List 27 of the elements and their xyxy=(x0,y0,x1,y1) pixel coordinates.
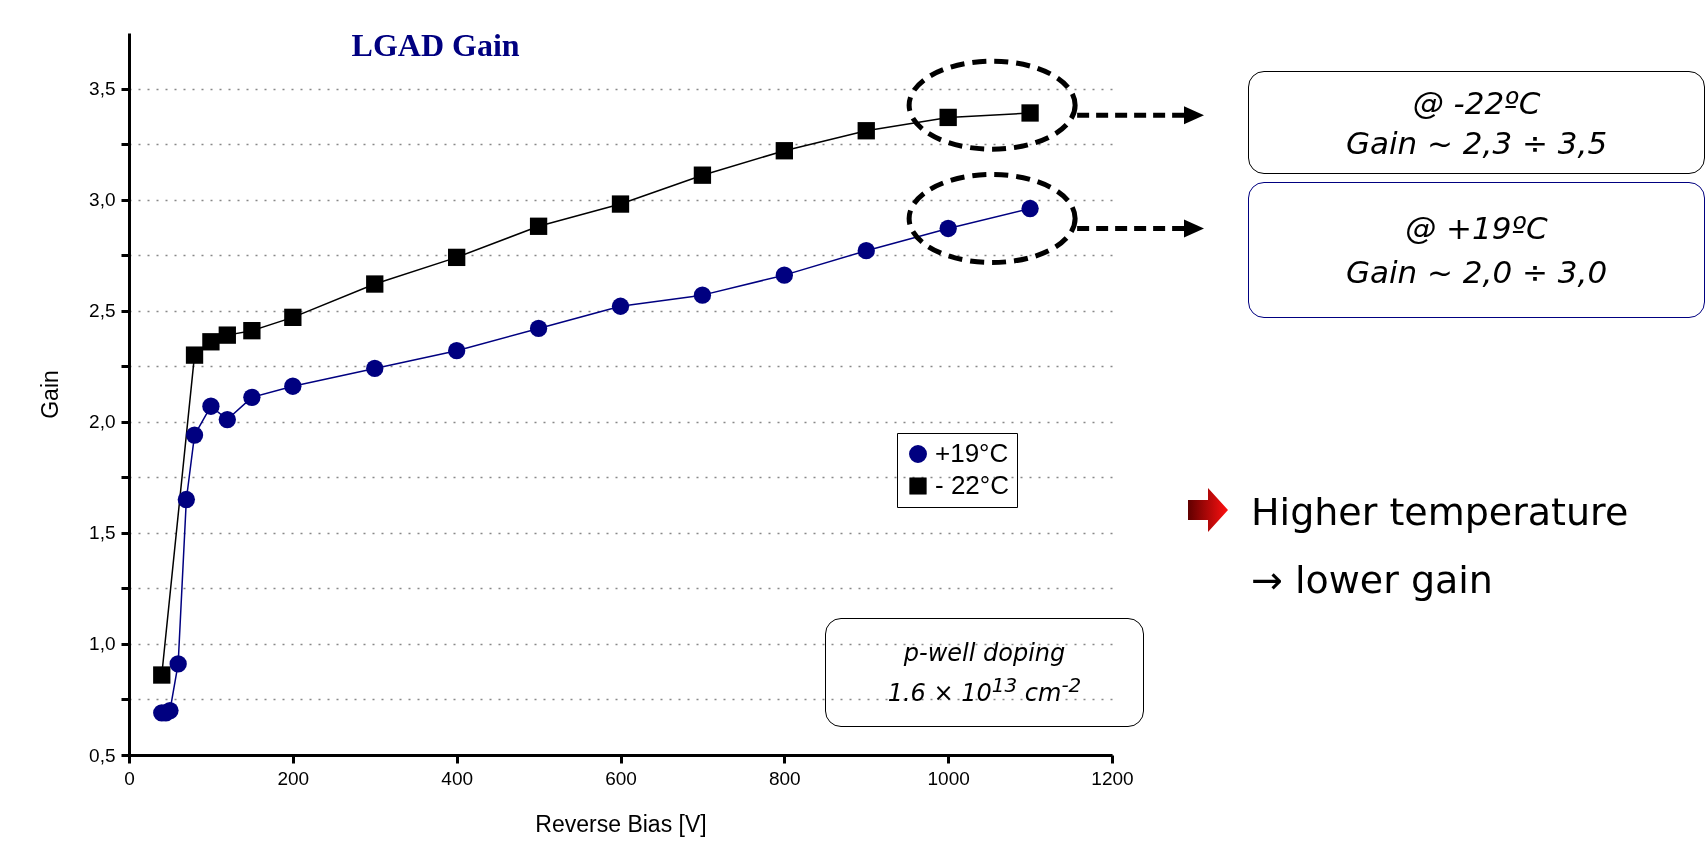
text: Higher temperature xyxy=(1251,489,1629,536)
text: Gain ~ 2,0 ÷ 3,0 xyxy=(1344,253,1609,292)
x-tick-label: 400 xyxy=(441,767,474,789)
x-tick-label: 600 xyxy=(605,767,637,789)
x-tick-label: 0 xyxy=(124,767,135,789)
x-tick-label: 1200 xyxy=(1091,767,1134,789)
annotation: 1.6 × 10$^{13}$ cm$^{-2}$ xyxy=(886,671,1083,709)
legend-label: - 22°C xyxy=(935,470,1009,500)
y-tick-label: 0,5 xyxy=(89,744,116,766)
y-tick-label: 1,5 xyxy=(89,522,116,544)
y-tick-label: 2,0 xyxy=(89,411,116,433)
y-tick-label: 3,5 xyxy=(89,78,116,100)
x-axis-title: Reverse Bias [V] xyxy=(535,810,707,837)
legend-label: +19°C xyxy=(935,438,1009,468)
y-tick-label: 1,0 xyxy=(89,633,116,655)
annotation: p-well doping xyxy=(902,637,1067,669)
y-axis-title: Gain xyxy=(37,370,64,419)
y-tick-label: 2,5 xyxy=(89,300,116,322)
text: → lower gain xyxy=(1251,557,1494,604)
text: Gain ~ 2,3 ÷ 3,5 xyxy=(1344,123,1609,163)
chart-title: LGAD Gain xyxy=(351,27,520,63)
text: @ +19ºC xyxy=(1404,209,1549,248)
y-tick-label: 3,0 xyxy=(89,189,116,211)
x-tick-label: 800 xyxy=(768,767,801,789)
text: @ -22ºC xyxy=(1411,83,1542,123)
x-tick-label: 1000 xyxy=(927,767,970,789)
x-tick-label: 200 xyxy=(277,767,310,789)
